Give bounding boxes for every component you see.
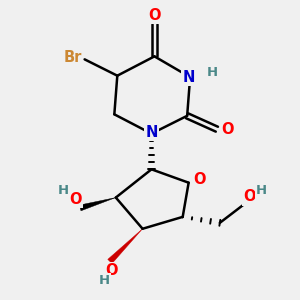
Text: N: N [145,125,158,140]
Text: O: O [243,190,256,205]
Text: O: O [221,122,233,137]
Text: O: O [69,191,82,206]
Text: O: O [148,8,161,23]
Text: Br: Br [64,50,82,65]
Text: N: N [182,70,195,85]
Text: O: O [105,263,118,278]
Text: H: H [58,184,69,196]
Text: H: H [207,66,218,79]
Polygon shape [79,198,116,211]
Text: H: H [256,184,267,196]
Text: O: O [193,172,205,187]
Polygon shape [108,229,142,264]
Text: H: H [98,274,110,287]
